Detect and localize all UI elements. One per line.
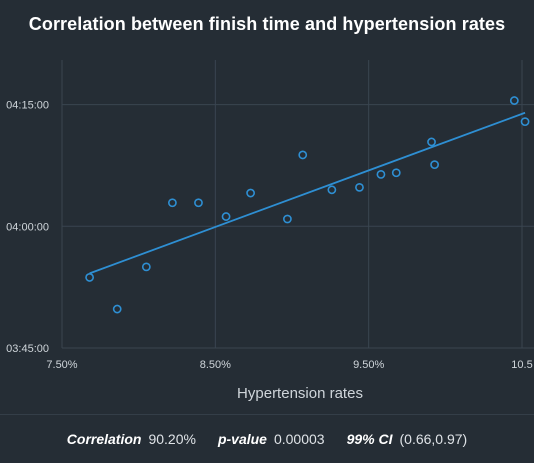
y-tick-label: 04:15:00 <box>6 100 49 112</box>
x-tick-label: 9.50% <box>353 359 384 371</box>
data-point <box>391 168 401 178</box>
data-point <box>282 214 292 224</box>
ci-value: (0.66,0.97) <box>399 431 468 447</box>
pvalue-label: p-value <box>217 431 267 447</box>
correlation-value: 90.20% <box>148 431 196 447</box>
ci-label: 99% CI <box>346 431 393 447</box>
data-point <box>355 182 364 192</box>
data-point <box>427 137 436 147</box>
data-points <box>85 96 530 314</box>
pvalue-stat: p-value 0.00003 <box>218 431 325 447</box>
x-tick-label: 8.50% <box>200 359 231 371</box>
y-tick-label: 04:00:00 <box>6 221 49 233</box>
x-tick-label: 7.50% <box>46 359 77 371</box>
x-axis-ticks: 7.50% 8.50% 9.50% 10.5 <box>46 359 532 371</box>
data-point <box>520 117 530 127</box>
correlation-label: Correlation <box>66 431 142 447</box>
data-point <box>112 304 122 314</box>
grid <box>61 60 534 349</box>
data-point <box>376 169 386 179</box>
data-point <box>430 160 439 170</box>
data-point <box>194 198 203 208</box>
data-point <box>221 212 231 221</box>
x-tick-label: 10.5 <box>511 359 532 371</box>
data-point <box>327 185 337 195</box>
trendline-group <box>89 111 526 275</box>
data-point <box>167 198 177 208</box>
scatter-chart: 04:15:00 04:00:00 03:45:00 7.50% 8.50% 9.50%… <box>6 60 534 402</box>
data-point <box>509 96 519 105</box>
ci-stat: 99% CI (0.66,0.97) <box>347 431 468 447</box>
correlation-stat: Correlation 90.20% <box>67 431 196 447</box>
y-tick-label: 03:45:00 <box>6 343 49 355</box>
data-point <box>141 262 151 272</box>
data-point <box>246 188 255 198</box>
pvalue-value: 0.00003 <box>273 431 325 447</box>
stats-bar: Correlation 90.20% p-value 0.00003 99% C… <box>0 414 534 463</box>
y-axis-ticks: 04:15:00 04:00:00 03:45:00 <box>6 100 49 355</box>
trendline <box>89 111 526 275</box>
x-axis-label: Hypertension rates <box>237 385 363 402</box>
data-point <box>298 150 308 160</box>
data-point <box>85 273 94 282</box>
chart-title: Correlation between finish time and hype… <box>28 14 506 34</box>
